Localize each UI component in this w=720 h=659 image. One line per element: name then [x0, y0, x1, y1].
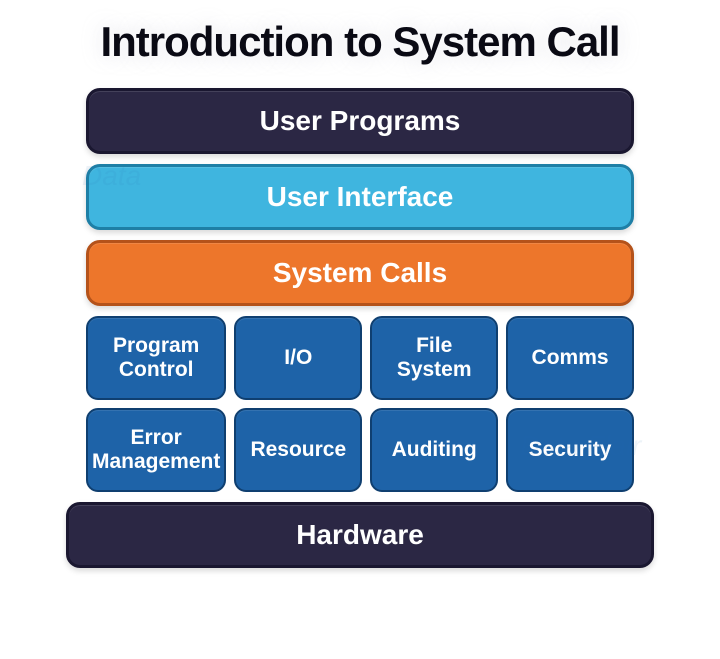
cell-label: Error Management	[92, 426, 220, 474]
cell-label: Program Control	[92, 334, 220, 382]
cell-comms: Comms	[506, 316, 634, 400]
syscall-categories-grid: Program Control I/O File System Comms Er…	[86, 316, 634, 492]
layer-user-programs: User Programs	[86, 88, 634, 154]
cell-label: Auditing	[392, 438, 477, 462]
cell-label: Comms	[532, 346, 609, 370]
cell-error-management: Error Management	[86, 408, 226, 492]
cell-auditing: Auditing	[370, 408, 498, 492]
layer-hardware: Hardware	[66, 502, 654, 568]
layer-label: Hardware	[296, 519, 424, 551]
cell-label: File System	[376, 334, 492, 382]
cell-program-control: Program Control	[86, 316, 226, 400]
layer-stack: User Programs User Interface System Call…	[66, 88, 654, 568]
cell-io: I/O	[234, 316, 362, 400]
cell-file-system: File System	[370, 316, 498, 400]
cell-resource: Resource	[234, 408, 362, 492]
cell-label: Resource	[250, 438, 346, 462]
cell-label: I/O	[284, 346, 312, 370]
layer-system-calls: System Calls	[86, 240, 634, 306]
cell-security: Security	[506, 408, 634, 492]
page-title: Introduction to System Call	[100, 18, 619, 66]
cell-label: Security	[529, 438, 612, 462]
layer-label: User Programs	[260, 105, 461, 137]
layer-label: User Interface	[267, 181, 454, 213]
layer-user-interface: User Interface	[86, 164, 634, 230]
layer-label: System Calls	[273, 257, 447, 289]
